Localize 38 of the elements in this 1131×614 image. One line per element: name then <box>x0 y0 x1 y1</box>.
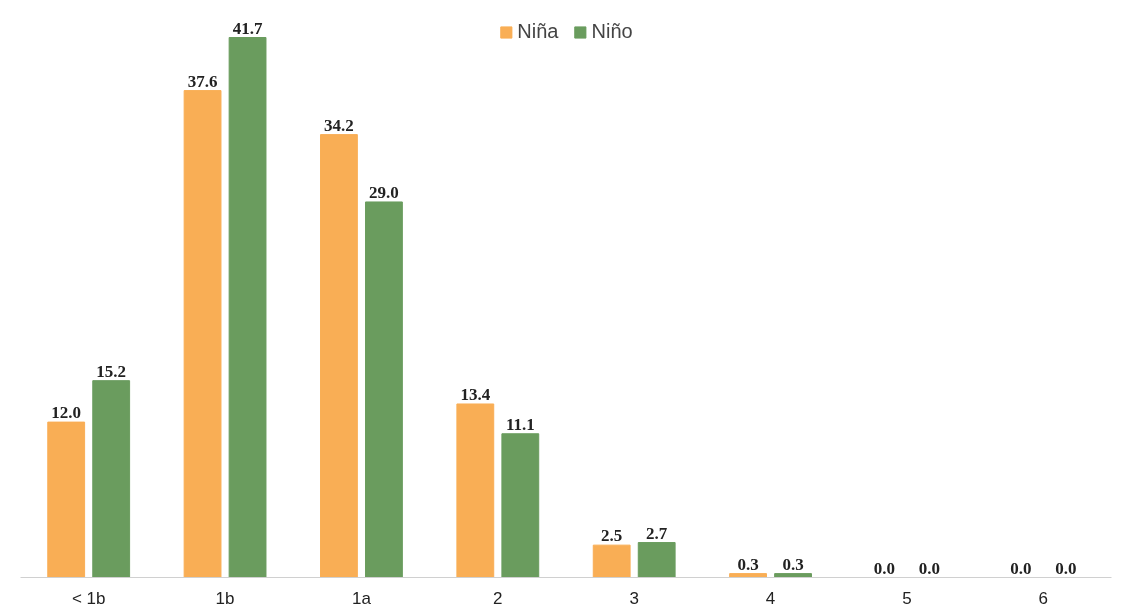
data-label: 13.4 <box>460 384 491 404</box>
data-label: 0.0 <box>1055 558 1077 578</box>
bar <box>456 403 495 578</box>
data-label: 0.0 <box>873 558 896 578</box>
bar <box>92 380 131 578</box>
legend-label: Niña <box>517 20 559 43</box>
data-label: 11.1 <box>505 414 535 434</box>
x-tick-label: 1b <box>215 588 235 608</box>
bar <box>729 573 767 578</box>
data-label: 41.7 <box>232 18 263 38</box>
data-label: 12.0 <box>51 403 82 423</box>
bar <box>183 90 222 578</box>
data-label: 2.7 <box>646 523 668 543</box>
x-tick-label: 1a <box>351 588 372 608</box>
bar <box>592 544 631 578</box>
x-tick-label: 6 <box>1038 588 1049 608</box>
data-label: 0.3 <box>737 554 759 574</box>
legend-label: Niño <box>591 20 633 43</box>
x-tick-label: < 1b <box>71 588 106 608</box>
data-label: 0.0 <box>1010 558 1032 578</box>
x-tick-label: 3 <box>629 588 639 608</box>
data-label: 2.5 <box>601 526 623 546</box>
bar <box>365 201 403 578</box>
bar <box>228 37 267 578</box>
data-label: 37.6 <box>187 71 218 91</box>
data-label: 0.0 <box>918 558 941 578</box>
data-label: 15.2 <box>96 361 127 381</box>
x-tick-label: 2 <box>493 588 503 608</box>
x-tick-label: 4 <box>765 588 776 608</box>
bar <box>47 421 86 578</box>
bar <box>501 433 540 578</box>
data-label: 0.3 <box>782 554 804 574</box>
bar <box>774 573 812 578</box>
bar <box>637 542 676 578</box>
bar <box>320 134 358 578</box>
data-label: 29.0 <box>369 182 399 202</box>
x-tick-label: 5 <box>902 588 912 608</box>
data-label: 34.2 <box>324 115 354 135</box>
